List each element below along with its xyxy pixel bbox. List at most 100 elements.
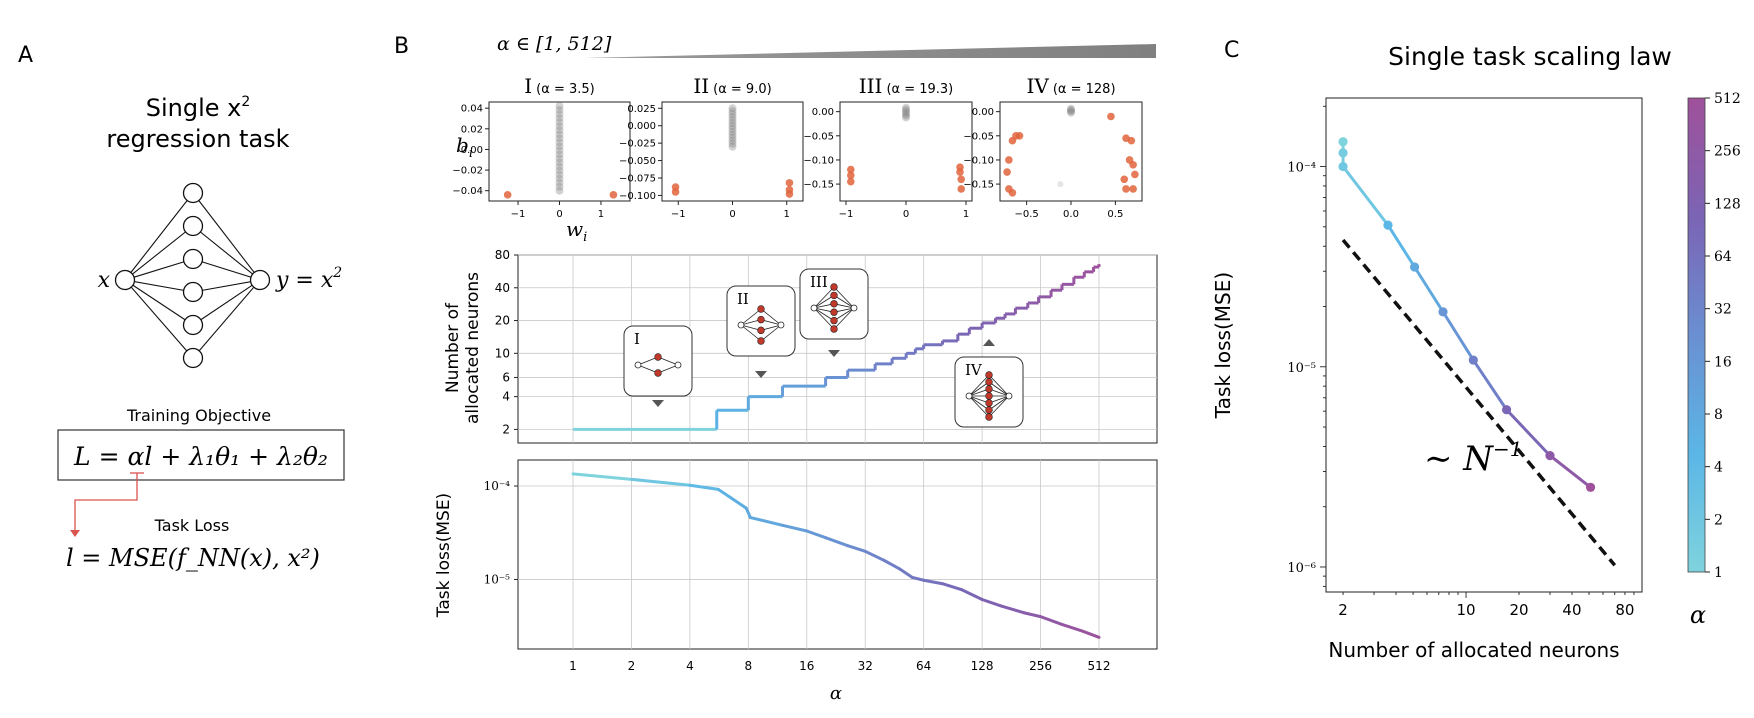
- unused-neuron-point: [728, 107, 737, 116]
- unused-neuron-point: [728, 119, 737, 128]
- inset-hidden-node: [985, 385, 993, 393]
- edge-hidden-output: [192, 279, 261, 293]
- snapshot-y-tick-label: 0.025: [627, 104, 656, 115]
- snapshot-y-tick-label: −0.15: [963, 180, 994, 191]
- x-tick-label: 512: [1088, 659, 1111, 673]
- y-tick-label: 40: [495, 281, 510, 295]
- allocated-neuron-point: [1129, 185, 1137, 193]
- unused-neuron-point: [555, 134, 564, 143]
- allocated-neuron-point: [1003, 168, 1011, 176]
- loss-line-segment: [882, 558, 901, 571]
- scaling-point: [1545, 451, 1555, 461]
- x-tick-label: 16: [799, 659, 814, 673]
- objective-to-loss-arrow: [74, 473, 138, 530]
- scaling-law-chart: 10⁻⁴ 10⁻⁵ 10⁻⁶ 2 10 20 40 80 Task loss(MSE) Numbe…: [1211, 97, 1643, 662]
- unused-neuron-point: [728, 130, 737, 139]
- objective-box: [57, 429, 345, 481]
- scaling-point: [1501, 405, 1512, 415]
- unused-neuron-point: [555, 170, 564, 179]
- loss-line-segment: [922, 578, 944, 586]
- inset-input-node: [634, 361, 642, 369]
- x-tick-label: 1: [569, 659, 577, 673]
- loss-line-segment: [1039, 615, 1064, 626]
- colorbar-tick-label: 2: [1714, 512, 1723, 528]
- task-loss-title: Task Loss: [154, 516, 230, 535]
- x-tick-label: 64: [916, 659, 931, 673]
- y-tick-label: 10⁻⁵: [1287, 361, 1316, 376]
- unused-neuron-point: [1067, 106, 1075, 115]
- hidden-node: [182, 182, 204, 204]
- x-tick-label: 8: [745, 659, 753, 673]
- inset-hidden-node: [830, 283, 838, 291]
- allocated-neuron-point: [847, 171, 855, 180]
- hidden-node: [182, 347, 204, 369]
- loss-line-segment: [781, 523, 809, 533]
- inset-pointer: [652, 400, 664, 407]
- output-label: y = x2: [275, 265, 342, 293]
- inset-hidden-node: [985, 378, 993, 386]
- inset-edge: [968, 381, 990, 397]
- inset-input-node: [737, 321, 745, 329]
- y-axis-label: Task loss(MSE): [434, 493, 454, 618]
- snapshot-frame: [999, 101, 1143, 202]
- snapshot-roman: III: [859, 74, 883, 98]
- inset-edge: [813, 307, 835, 330]
- x-tick-label: 10: [1456, 601, 1475, 619]
- inset-edge: [833, 295, 855, 309]
- input-node: [114, 269, 136, 291]
- inset-hidden-node: [830, 316, 838, 325]
- panel-label-c: C: [1224, 38, 1239, 63]
- x-tick-label: 32: [858, 659, 873, 673]
- inset-pointer: [755, 371, 767, 378]
- snapshot-y-tick-label: −0.15: [803, 180, 834, 191]
- loss-line-segment: [846, 544, 867, 553]
- colorbar-tick-label: 16: [1714, 354, 1732, 370]
- unused-neuron-point: [728, 133, 737, 142]
- arrow-head: [70, 530, 80, 537]
- scaling-line-segment: [1386, 224, 1416, 268]
- inset-box: [623, 325, 693, 397]
- snapshot-y-tick-label: −0.075: [619, 173, 656, 184]
- y-axis-label-line2: allocated neurons: [463, 272, 483, 424]
- allocated-neuron-point: [1107, 112, 1115, 121]
- edge-hidden-output: [192, 192, 261, 281]
- unused-neuron-point: [555, 162, 564, 171]
- unused-neuron-point: [902, 105, 910, 114]
- unused-neuron-point: [555, 114, 564, 123]
- inset-pointer: [828, 350, 840, 357]
- chart-frame: [517, 459, 1158, 650]
- unused-neuron-point: [1067, 107, 1075, 116]
- snapshot-y-tick-label: −0.10: [803, 155, 834, 166]
- unused-neuron-point: [728, 136, 737, 145]
- inset-output-node: [850, 304, 858, 312]
- colorbar-tick-label: 8: [1714, 407, 1723, 423]
- snapshot-y-tick-label: −0.02: [452, 166, 483, 177]
- edge-input-hidden: [124, 192, 194, 281]
- unused-neuron-point: [728, 110, 737, 119]
- scaling-point: [1468, 355, 1478, 365]
- snapshot-alpha: (α = 3.5): [536, 82, 595, 97]
- edge-hidden-output: [192, 279, 261, 326]
- scaling-line-segment: [1341, 165, 1390, 227]
- allocated-neuron-point: [609, 191, 618, 199]
- unused-neuron-point: [728, 124, 737, 133]
- unused-neuron-point: [555, 106, 564, 115]
- inset-input-node: [965, 392, 973, 400]
- unused-neuron-point: [555, 166, 564, 175]
- unused-neuron-point: [555, 142, 564, 151]
- inset-hidden-node: [757, 315, 765, 324]
- unused-neuron-point: [555, 126, 564, 135]
- allocated-neuron-point: [671, 188, 680, 196]
- snapshot-x-tick-label: −0.5: [1014, 209, 1038, 220]
- inset-label: III: [810, 273, 828, 291]
- inset-edge: [813, 307, 835, 321]
- objective-title: Training Objective: [126, 406, 271, 425]
- loss-line-segment: [1080, 629, 1101, 639]
- hidden-node: [182, 215, 204, 237]
- snapshot-x-tick-label: 0: [903, 209, 909, 220]
- allocated-neuron-point: [1015, 132, 1024, 140]
- unused-neuron-point: [1067, 108, 1075, 117]
- scaling-point: [1383, 220, 1393, 230]
- scaling-line-segment: [1472, 359, 1508, 411]
- snapshot-alpha: (α = 19.3): [886, 82, 953, 97]
